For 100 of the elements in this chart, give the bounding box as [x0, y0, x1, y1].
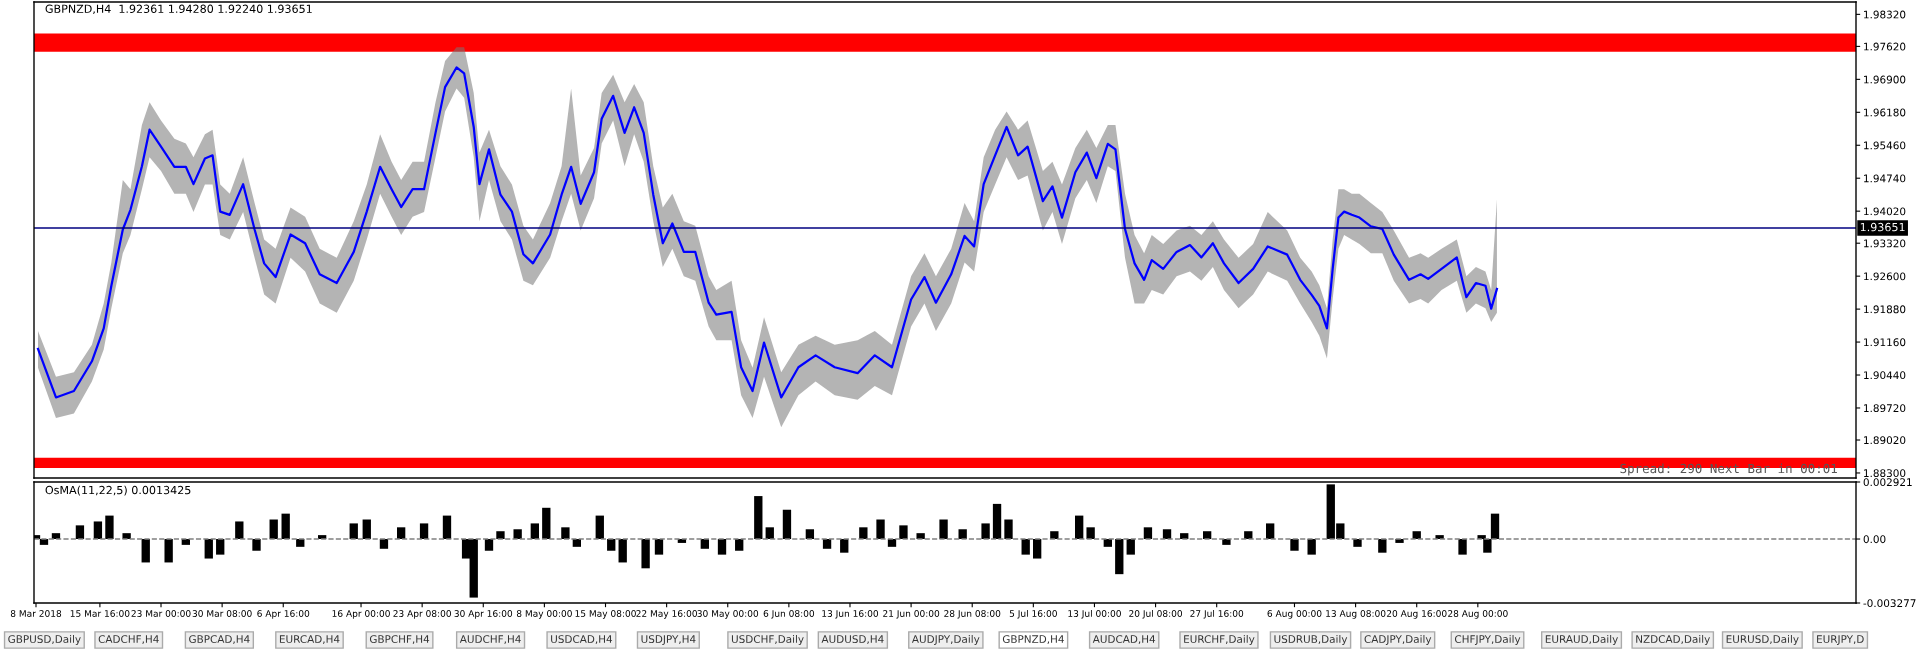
bar — [1458, 539, 1467, 555]
bar — [75, 525, 85, 540]
x-tick-label: 30 May 00:00 — [697, 610, 759, 619]
text: CHFJPY,Daily — [1454, 634, 1521, 646]
bar — [654, 539, 664, 555]
bar — [1290, 539, 1299, 551]
y-tick-label: 1.88300 — [1864, 469, 1906, 478]
text: NZDCAD,Daily — [1636, 634, 1710, 646]
text: CADJPY,Daily — [1364, 634, 1432, 646]
bar — [840, 539, 849, 553]
bar — [396, 527, 406, 540]
text: AUDUSD,H4 — [821, 635, 884, 645]
bar — [1050, 531, 1059, 540]
x-tick-label: 30 Mar 08:00 — [192, 610, 252, 617]
y-tick-label: 1.96900 — [1864, 75, 1906, 84]
bar — [1004, 519, 1013, 540]
text: USDCAD,H4 — [551, 635, 613, 645]
text: CADCHF,H4 — [98, 635, 159, 645]
text: USDCHF,Daily — [731, 634, 804, 646]
text: EURCAD,H4 — [279, 635, 340, 645]
x-tick-label: 27 Jul 16:00 — [1190, 609, 1244, 619]
y-tick-label: 1.89720 — [1864, 404, 1906, 413]
chart-title: OsMA(11,22,5) 0.0013425 — [45, 485, 191, 496]
text: EURUSD,Daily — [1726, 634, 1799, 646]
y-tick-label: 1.92600 — [1864, 272, 1906, 281]
x-tick-label: 15 May 08:00 — [575, 610, 636, 619]
x-tick-label: 23 Apr 08:00 — [393, 610, 451, 619]
y-tick-label: 1.94020 — [1864, 207, 1906, 216]
text: GBPCAD,H4 — [189, 635, 250, 645]
y-tick-label: 1.95460 — [1864, 141, 1906, 150]
bar — [561, 527, 570, 540]
text: GBPCHF,H4 — [369, 635, 430, 645]
bar — [1162, 529, 1172, 540]
bar — [939, 519, 948, 540]
bar — [618, 539, 627, 563]
y-tick-label: 1.90440 — [1864, 371, 1906, 380]
x-tick-label: 6 Apr 16:00 — [257, 610, 310, 619]
bar — [782, 509, 792, 540]
bar — [1307, 539, 1316, 555]
bar — [542, 507, 551, 540]
bar — [805, 529, 815, 540]
bar — [876, 519, 885, 540]
bar — [916, 533, 925, 540]
bar — [93, 521, 103, 540]
bar — [700, 539, 709, 549]
x-tick-label: 30 Apr 16:00 — [454, 610, 513, 619]
x-tick-label: 8 Mar 2018 — [10, 610, 62, 617]
y-tick-label: -0.003277 — [1863, 599, 1916, 608]
bar — [1266, 523, 1275, 540]
bar — [595, 515, 604, 540]
bar — [859, 527, 868, 540]
y-tick-label: 1.96180 — [1864, 108, 1906, 117]
y-tick-label: 1.93320 — [1864, 239, 1906, 248]
bar — [362, 519, 371, 540]
x-tick-label: 21 Jun 00:00 — [883, 610, 940, 619]
bar — [899, 525, 908, 540]
bar — [216, 539, 225, 555]
y-tick-label: 1.98320 — [1864, 10, 1906, 19]
bar — [1086, 527, 1095, 540]
bar — [235, 521, 244, 540]
bar — [281, 513, 290, 540]
bar — [822, 539, 832, 549]
bar — [252, 539, 261, 551]
bar — [105, 515, 114, 540]
bar — [496, 531, 505, 540]
text: GBPUSD,Daily — [8, 634, 81, 646]
bar — [992, 503, 1002, 540]
ref-line-label: 1.93651 — [1860, 222, 1905, 232]
x-tick-label: 13 Jul 00:00 — [1068, 609, 1121, 619]
y-tick-label: 0.002921 — [1863, 478, 1912, 487]
x-tick-label: 15 Mar 16:00 — [70, 610, 130, 617]
text: EURCHF,Daily — [1184, 634, 1255, 646]
bar — [958, 529, 967, 540]
text: AUDCHF,H4 — [459, 635, 521, 645]
bar — [1032, 539, 1042, 559]
bar — [1244, 531, 1253, 540]
text: GBPNZD,H4 — [1002, 635, 1064, 645]
y-tick-label: 1.97620 — [1864, 42, 1906, 51]
bar — [981, 523, 990, 540]
x-tick-label: 8 May 00:00 — [516, 610, 572, 619]
bar — [765, 527, 774, 540]
bar — [1075, 515, 1084, 540]
bar — [442, 515, 452, 540]
y-tick-label: 1.91880 — [1864, 305, 1906, 314]
bar — [1126, 539, 1135, 555]
text: USDJPY,H4 — [641, 635, 696, 645]
bar — [379, 539, 389, 549]
bar — [419, 523, 429, 540]
bar — [1021, 539, 1030, 555]
bar — [484, 539, 494, 551]
bar — [607, 539, 616, 551]
bar — [164, 539, 173, 563]
bar — [754, 496, 763, 540]
bar — [269, 519, 278, 540]
bar — [530, 523, 540, 540]
bar — [735, 539, 744, 551]
x-tick-label: 5 Jul 16:00 — [1009, 609, 1057, 619]
text: EURJPY,D — [1817, 635, 1864, 645]
bar — [641, 539, 650, 569]
x-tick-label: 28 Jun 08:00 — [944, 610, 1001, 619]
